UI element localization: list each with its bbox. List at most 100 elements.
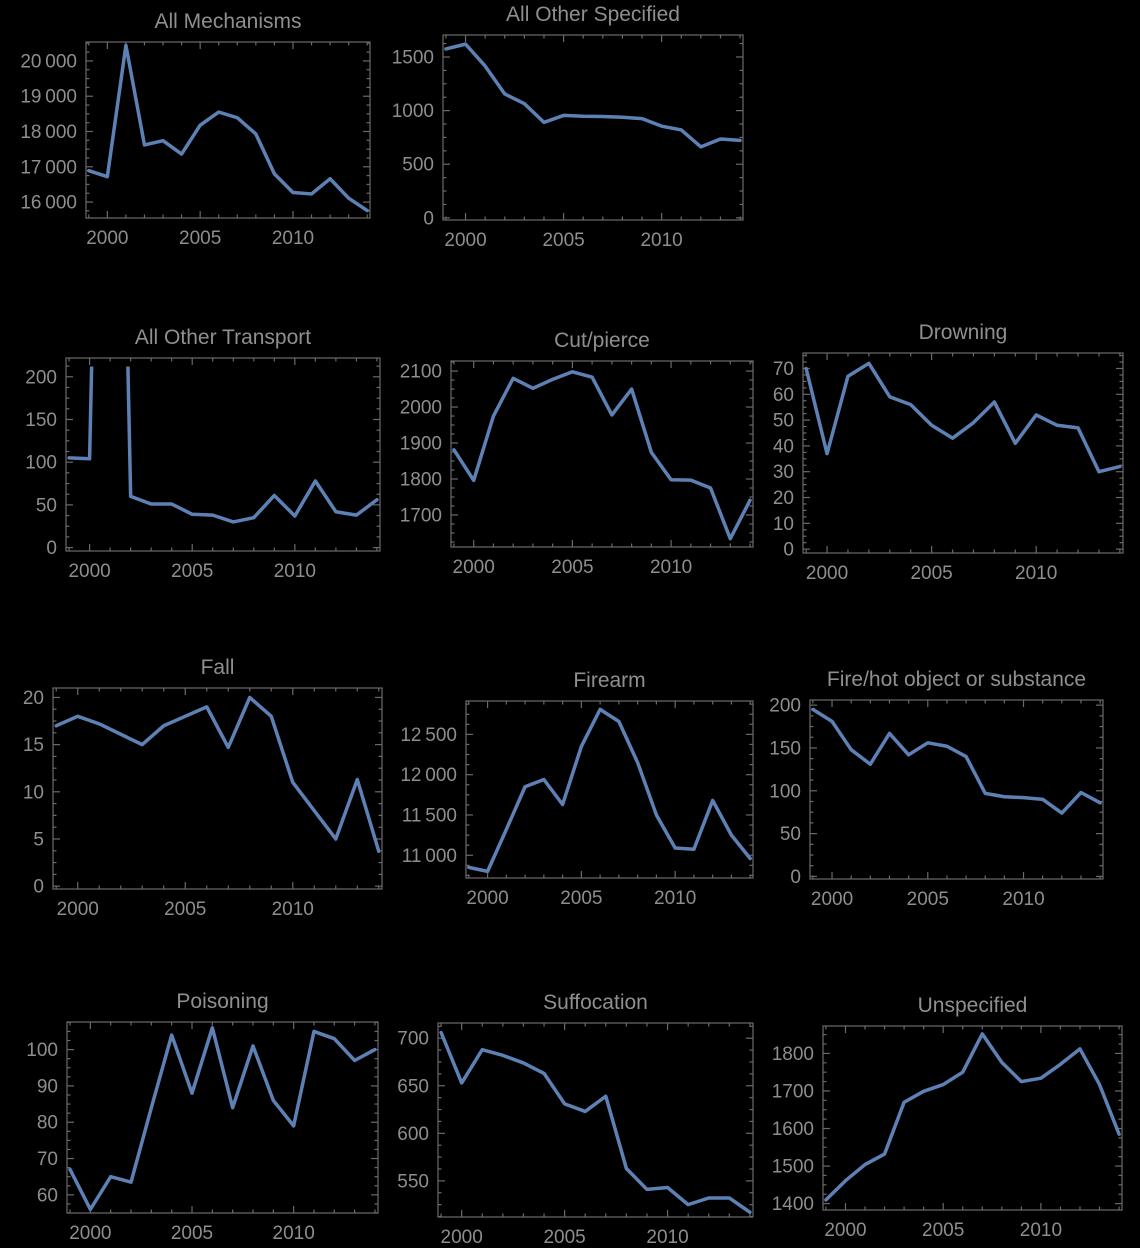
x-tick-label: 2005 bbox=[907, 889, 949, 910]
y-tick-label: 1400 bbox=[772, 1194, 814, 1215]
y-tick-label: 500 bbox=[402, 155, 434, 176]
line-plot-unspecified: 1400 1500 1600 1700 1800 2000 2005 2010 bbox=[772, 1025, 1123, 1241]
y-tick-label: 1600 bbox=[772, 1119, 814, 1140]
line-plot-all-other-transport: 0 50 100 150 200 2000 2005 2010 bbox=[25, 357, 381, 582]
chart-panel-drowning: Drowning 0 10 20 30 40 50 60 70 2000 2005 2010 bbox=[773, 321, 1124, 584]
x-tick-label: 2005 bbox=[171, 561, 213, 582]
y-tick-label: 50 bbox=[773, 411, 794, 432]
line-plot-suffocation: 550 600 650 700 2000 2005 2010 bbox=[397, 1022, 754, 1248]
x-tick-label: 2010 bbox=[273, 1223, 315, 1244]
y-tick-label: 550 bbox=[397, 1171, 429, 1192]
chart-title-all-mechanisms: All Mechanisms bbox=[154, 9, 302, 33]
data-line bbox=[68, 1026, 377, 1212]
y-tick-label: 100 bbox=[25, 453, 57, 474]
x-tick-label: 2000 bbox=[57, 899, 99, 920]
x-tick-label: 2010 bbox=[1015, 563, 1057, 584]
chart-panel-firearm: Firearm 11 000 11 500 12 000 12 500 2000 2005… bbox=[400, 669, 754, 909]
y-tick-label: 1000 bbox=[392, 101, 434, 122]
chart-panel-all-other-transport: All Other Transport 0 50 100 150 200 2000 2005… bbox=[25, 326, 381, 582]
chart-panel-suffocation: Suffocation 550 600 650 700 2000 2005 2010 bbox=[397, 991, 754, 1248]
chart-title-firearm: Firearm bbox=[573, 668, 646, 692]
x-tick-label: 2010 bbox=[272, 228, 314, 249]
data-line bbox=[804, 361, 1122, 474]
y-tick-label: 0 bbox=[33, 877, 44, 898]
chart-title-cut-pierce: Cut/pierce bbox=[554, 328, 650, 352]
y-tick-label: 1500 bbox=[772, 1157, 814, 1178]
x-tick-label: 2000 bbox=[466, 888, 508, 909]
y-tick-label: 2100 bbox=[400, 362, 442, 383]
x-tick-label: 2005 bbox=[922, 1220, 964, 1241]
chart-title-fall: Fall bbox=[200, 655, 235, 679]
y-tick-label: 10 bbox=[773, 514, 794, 535]
x-tick-label: 2005 bbox=[164, 899, 206, 920]
y-tick-label: 200 bbox=[769, 696, 801, 717]
chart-panel-fall: Fall 0 5 10 15 20 2000 2005 2010 bbox=[23, 656, 383, 920]
chart-panel-unspecified: Unspecified 1400 1500 1600 1700 1800 2000 2005… bbox=[772, 994, 1123, 1241]
y-tick-label: 1800 bbox=[400, 470, 442, 491]
y-tick-label: 0 bbox=[783, 540, 794, 561]
line-plot-all-other-specified: 0 500 1000 1500 2000 2005 2010 bbox=[392, 34, 744, 251]
y-tick-label: 12 000 bbox=[400, 765, 457, 786]
y-tick-label: 200 bbox=[25, 367, 57, 388]
y-tick-label: 40 bbox=[773, 436, 794, 457]
y-tick-label: 11 500 bbox=[402, 805, 457, 826]
y-tick-label: 60 bbox=[37, 1185, 58, 1206]
data-line bbox=[824, 1032, 1121, 1202]
y-tick-label: 19 000 bbox=[20, 87, 77, 108]
chart-title-unspecified: Unspecified bbox=[917, 993, 1028, 1017]
y-tick-label: 80 bbox=[37, 1113, 58, 1134]
y-tick-label: 5 bbox=[33, 829, 44, 850]
chart-panel-poisoning: Poisoning 60 70 80 90 100 2000 2005 2010 bbox=[26, 990, 379, 1244]
x-tick-label: 2005 bbox=[910, 563, 952, 584]
x-tick-label: 2010 bbox=[274, 561, 316, 582]
data-line bbox=[439, 1030, 752, 1214]
x-tick-label: 2000 bbox=[68, 561, 110, 582]
x-tick-label: 2010 bbox=[1002, 889, 1044, 910]
x-tick-label: 2000 bbox=[441, 1227, 483, 1248]
chart-panel-all-other-specified: All Other Specified 0 500 1000 1500 2000 2005… bbox=[392, 3, 744, 251]
chart-title-drowning: Drowning bbox=[918, 320, 1008, 344]
x-tick-label: 2000 bbox=[806, 563, 848, 584]
x-tick-label: 2005 bbox=[179, 228, 221, 249]
x-tick-label: 2010 bbox=[646, 1227, 688, 1248]
line-plot-cut-pierce: 1700 1800 1900 2000 2100 2000 2005 2010 bbox=[400, 360, 754, 578]
chart-title-poisoning: Poisoning bbox=[176, 989, 269, 1013]
data-line bbox=[467, 707, 752, 874]
data-line bbox=[811, 707, 1102, 815]
y-tick-label: 0 bbox=[46, 538, 57, 559]
y-tick-label: 17 000 bbox=[20, 157, 77, 178]
y-tick-label: 20 bbox=[23, 688, 44, 709]
y-tick-label: 700 bbox=[397, 1029, 429, 1050]
y-tick-label: 150 bbox=[769, 738, 801, 759]
x-tick-label: 2010 bbox=[1020, 1220, 1062, 1241]
y-tick-label: 0 bbox=[790, 867, 801, 888]
y-tick-label: 20 bbox=[773, 488, 794, 509]
data-line bbox=[67, 366, 379, 524]
chart-title-all-other-transport: All Other Transport bbox=[134, 325, 312, 349]
x-tick-label: 2000 bbox=[453, 557, 495, 578]
y-tick-label: 100 bbox=[26, 1040, 58, 1061]
x-tick-label: 2000 bbox=[444, 230, 486, 251]
y-tick-label: 16 000 bbox=[20, 193, 77, 214]
line-plot-firearm: 11 000 11 500 12 000 12 500 2000 2005 2010 bbox=[400, 700, 754, 909]
x-tick-label: 2005 bbox=[560, 888, 602, 909]
x-tick-label: 2005 bbox=[551, 557, 593, 578]
data-line bbox=[452, 370, 752, 541]
y-tick-label: 1500 bbox=[392, 47, 434, 68]
x-tick-label: 2000 bbox=[86, 228, 128, 249]
chart-panel-cut-pierce: Cut/pierce 1700 1800 1900 2000 2100 2000 2005 2… bbox=[400, 329, 754, 578]
x-tick-label: 2000 bbox=[824, 1220, 866, 1241]
chart-panel-all-mechanisms: All Mechanisms 16 000 17 000 18 000 19 000 2… bbox=[20, 10, 371, 249]
x-tick-label: 2010 bbox=[650, 557, 692, 578]
y-tick-label: 30 bbox=[773, 462, 794, 483]
chart-title-fire-hot-object-or-substance: Fire/hot object or substance bbox=[826, 667, 1087, 691]
x-tick-label: 2010 bbox=[654, 888, 696, 909]
y-tick-label: 1700 bbox=[772, 1081, 814, 1102]
data-line bbox=[54, 695, 381, 853]
y-tick-label: 1900 bbox=[400, 434, 442, 455]
y-tick-label: 600 bbox=[397, 1124, 429, 1145]
x-tick-label: 2000 bbox=[811, 889, 853, 910]
x-tick-label: 2000 bbox=[69, 1223, 111, 1244]
line-plot-fall: 0 5 10 15 20 2000 2005 2010 bbox=[23, 687, 383, 920]
